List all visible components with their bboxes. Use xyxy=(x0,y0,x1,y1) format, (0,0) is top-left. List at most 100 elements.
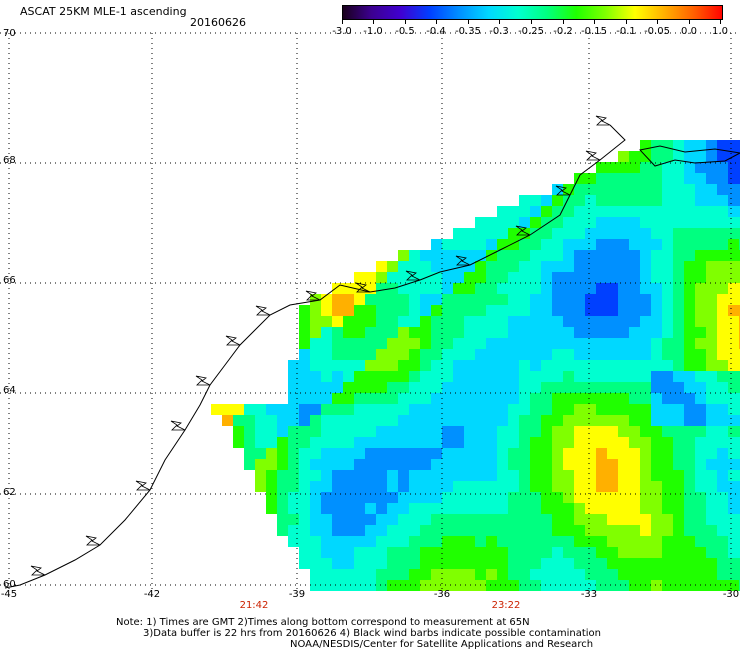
field-cell xyxy=(673,327,684,338)
colorbar-tick xyxy=(626,20,627,24)
field-cell xyxy=(431,492,442,503)
field-cell xyxy=(310,338,321,349)
field-cell xyxy=(629,459,640,470)
field-cell xyxy=(717,492,728,503)
field-cell xyxy=(618,492,629,503)
field-cell xyxy=(508,283,519,294)
field-cell xyxy=(387,558,398,569)
field-cell xyxy=(662,349,673,360)
field-cell xyxy=(354,393,365,404)
field-cell xyxy=(651,283,662,294)
field-cell xyxy=(530,459,541,470)
field-cell xyxy=(618,437,629,448)
field-cell xyxy=(673,261,684,272)
field-cell xyxy=(442,283,453,294)
island-outline xyxy=(639,145,740,167)
field-cell xyxy=(497,327,508,338)
field-cell xyxy=(563,514,574,525)
field-cell xyxy=(332,415,343,426)
field-cell xyxy=(365,470,376,481)
field-cell xyxy=(420,250,431,261)
field-cell xyxy=(486,536,497,547)
field-cell xyxy=(673,459,684,470)
field-cell xyxy=(409,492,420,503)
field-cell xyxy=(640,228,651,239)
field-cell xyxy=(706,580,717,591)
field-cell xyxy=(376,547,387,558)
field-cell xyxy=(695,184,706,195)
field-cell xyxy=(343,382,354,393)
wind-field xyxy=(211,140,740,591)
field-cell xyxy=(607,393,618,404)
field-cell xyxy=(365,283,376,294)
field-cell xyxy=(354,547,365,558)
field-cell xyxy=(640,536,651,547)
field-cell xyxy=(618,580,629,591)
field-cell xyxy=(717,173,728,184)
field-cell xyxy=(365,316,376,327)
field-cell xyxy=(409,437,420,448)
field-cell xyxy=(387,426,398,437)
fjord-outline xyxy=(255,305,271,316)
field-cell xyxy=(728,327,739,338)
field-cell xyxy=(662,250,673,261)
field-cell xyxy=(354,558,365,569)
field-cell xyxy=(607,580,618,591)
field-cell xyxy=(288,492,299,503)
field-cell xyxy=(244,415,255,426)
field-cell xyxy=(354,382,365,393)
field-cell xyxy=(442,327,453,338)
field-cell xyxy=(596,162,607,173)
field-cell xyxy=(321,525,332,536)
field-cell xyxy=(629,184,640,195)
field-cell xyxy=(464,360,475,371)
field-cell xyxy=(585,206,596,217)
colorbar-tick xyxy=(657,20,658,24)
field-cell xyxy=(574,415,585,426)
field-cell xyxy=(728,261,739,272)
colorbar-ramp xyxy=(342,5,723,20)
field-cell xyxy=(255,470,266,481)
field-cell xyxy=(728,536,739,547)
field-cell xyxy=(552,547,563,558)
field-cell xyxy=(475,437,486,448)
field-cell xyxy=(420,569,431,580)
field-cell xyxy=(662,481,673,492)
field-cell xyxy=(706,470,717,481)
field-cell xyxy=(651,316,662,327)
field-cell xyxy=(662,492,673,503)
field-cell xyxy=(717,536,728,547)
field-cell xyxy=(486,580,497,591)
field-cell xyxy=(640,415,651,426)
field-cell xyxy=(640,239,651,250)
field-cell xyxy=(563,371,574,382)
field-cell xyxy=(651,195,662,206)
lon-label-36: -36 xyxy=(433,589,451,600)
field-cell xyxy=(365,514,376,525)
field-cell xyxy=(464,569,475,580)
field-cell xyxy=(651,250,662,261)
field-cell xyxy=(596,184,607,195)
field-cell xyxy=(684,503,695,514)
field-cell xyxy=(574,470,585,481)
field-cell xyxy=(673,514,684,525)
field-cell xyxy=(288,514,299,525)
field-cell xyxy=(376,525,387,536)
field-cell xyxy=(519,217,530,228)
field-cell xyxy=(651,437,662,448)
field-cell xyxy=(684,393,695,404)
field-cell xyxy=(475,481,486,492)
field-cell xyxy=(728,349,739,360)
field-cell xyxy=(640,272,651,283)
field-cell xyxy=(530,470,541,481)
field-cell xyxy=(442,250,453,261)
field-cell xyxy=(607,195,618,206)
field-cell xyxy=(563,404,574,415)
field-cell xyxy=(453,404,464,415)
field-cell xyxy=(574,514,585,525)
field-cell xyxy=(673,305,684,316)
field-cell xyxy=(299,305,310,316)
field-cell xyxy=(486,272,497,283)
field-cell xyxy=(431,360,442,371)
field-cell xyxy=(684,536,695,547)
